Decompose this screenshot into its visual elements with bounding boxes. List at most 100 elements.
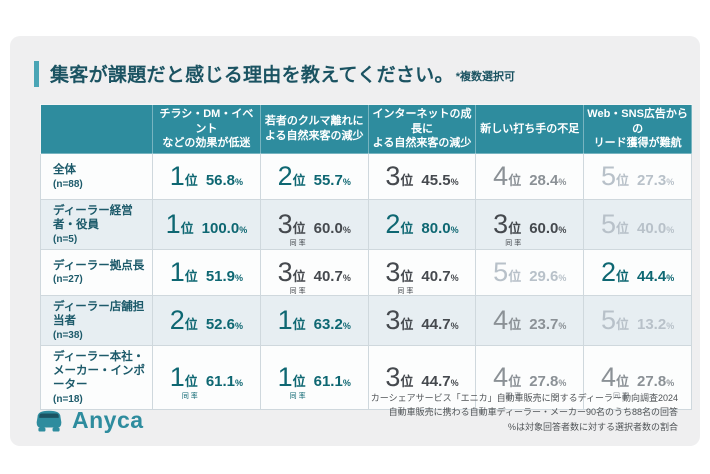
rank-unit: 位 [508,316,522,332]
rank-unit: 位 [615,373,629,389]
rank-number: 3 [277,256,293,287]
rank-unit: 位 [400,268,414,284]
percent: 44.7% [421,316,458,333]
percent: 40.7% [314,268,351,285]
rank: 3位 [385,161,413,192]
group-sample-size: (n=18) [53,393,83,405]
percent: 56.8% [206,172,243,189]
rank: 1位 [166,209,194,240]
brand-logo: Anyca [34,407,144,434]
rank-unit: 位 [180,220,194,236]
rank: 3位 同率 [493,209,521,247]
survey-card: 集客が課題だと感じる理由を教えてください。 *複数選択可 チラシ・DM・イベント… [10,36,700,446]
rank: 1位 同率 [170,362,198,400]
rank: 2位 [278,161,306,192]
percent-value: 100.0 [201,219,240,237]
rank-cell: 3位 44.7% [367,294,477,346]
source-note-line: 自動車販売に携わる自動車ディーラー・メーカー90名のうち88名の回答 [388,407,678,418]
rank-number: 1 [169,256,185,287]
table-row: ディーラー拠点長 (n=27) 1位 51.9% 3位 同率 40.7% 3位 同率 40.7% 5… [40,248,692,296]
percent-unit: % [235,177,244,187]
rank-number: 3 [385,161,400,191]
rank-unit: 位 [508,268,522,284]
rank-cell: 4位 23.7% [475,294,585,346]
rank-number: 5 [600,304,616,335]
percent-value: 56.8 [205,172,236,189]
percent: 80.0% [421,220,458,237]
rank: 3位 [385,305,413,336]
percent-unit: % [342,272,351,283]
percent-value: 27.8 [637,372,667,390]
percent: 51.9% [206,268,243,285]
percent-unit: % [558,377,567,388]
percent: 44.7% [421,373,458,390]
group-sample-size: (n=88) [53,178,83,190]
header-row: チラシ・DM・イベント などの効果が低迷 若者のクルマ離れに よる自然来客の減少イ… [40,104,692,154]
tie-label: 同率 [289,287,308,295]
source-note-line: カーシェアサービス「エニカ」自動車販売に関するディーラー動向調査2024 [370,392,678,403]
rank-cell: 2位 44.4% [583,248,692,296]
rank: 4位 [493,161,521,192]
percent: 63.2% [314,316,351,333]
rank-cell: 1位 51.9% [152,248,261,296]
tie-label: 同率 [181,392,200,400]
column-header: Web・SNS広告からの リード獲得が難航 [583,104,692,154]
group-sample-size: (n=27) [53,274,83,286]
rank-unit: 位 [615,316,629,332]
percent-unit: % [342,224,351,235]
rank-cell: 3位 同率 40.7% [367,248,477,296]
table-row: ディーラー店舗担当者 (n=38) 2位 52.6% 1位 63.2% 3位 44.7% 4位 2… [40,294,692,346]
rank: 3位 同率 [277,256,306,295]
rank-cell: 3位 45.5% [367,153,477,200]
rank-unit: 位 [292,173,306,188]
car-icon [36,410,62,432]
percent-unit: % [450,320,459,331]
group-name: ディーラー経営者・役員 [53,205,133,232]
rank-cell: 2位 80.0% [367,199,477,250]
rank-cell: 2位 52.6% [152,294,261,346]
column-header: 若者のクルマ離れに よる自然来客の減少 [259,104,369,154]
row-label: ディーラー店舗担当者 (n=38) [40,294,153,346]
percent-value: 44.7 [421,372,451,390]
percent-unit: % [558,272,567,283]
rank-number: 3 [277,208,293,239]
rank-unit: 位 [184,373,198,389]
rank-number: 5 [600,208,616,239]
title-row: 集客が課題だと感じる理由を教えてください。 *複数選択可 [34,60,680,87]
group-sample-size: (n=38) [53,329,83,341]
group-name: ディーラー拠点長 [53,260,145,273]
percent-value: 60.0 [313,219,343,237]
percent-value: 40.7 [313,267,343,285]
rank: 1位 [170,257,198,288]
percent: 23.7% [529,316,566,333]
column-header: 新しい打ち手の不足 [475,104,585,154]
rank-cell: 2位 55.7% [259,153,369,200]
percent: 40.0% [637,220,674,237]
rank-cell: 1位 同率 61.1% [152,344,261,410]
percent-value: 63.2 [313,315,343,333]
percent-value: 13.2 [637,315,667,333]
rank-number: 1 [165,208,181,239]
rank-cell: 4位 同率 27.8% [475,344,585,410]
tie-label: 同率 [289,392,308,400]
rank-cell: 3位 44.7% [367,344,477,410]
rank-number: 3 [385,256,400,287]
source-notes: カーシェアサービス「エニカ」自動車販売に関するディーラー動向調査2024 自動車… [371,391,678,434]
rank-number: 1 [169,161,185,191]
percent-value: 45.5 [421,172,451,189]
percent-unit: % [450,177,459,187]
rank-cell: 5位 29.6% [475,248,585,296]
percent: 13.2% [637,316,674,333]
row-label: ディーラー拠点長 (n=27) [40,248,153,296]
percent: 55.7% [314,172,351,189]
rank: 5位 [601,209,629,240]
percent: 27.8% [637,373,674,390]
rank-cell: 4位 同率 27.8% [583,344,692,410]
percent-value: 61.1 [205,372,236,390]
rank-cell: 1位 56.8% [152,153,261,200]
percent-value: 44.7 [421,315,451,333]
rank: 4位 同率 [493,362,521,400]
corner-cell [40,104,153,154]
row-label: 全体 (n=88) [40,153,153,200]
percent-unit: % [666,177,675,187]
